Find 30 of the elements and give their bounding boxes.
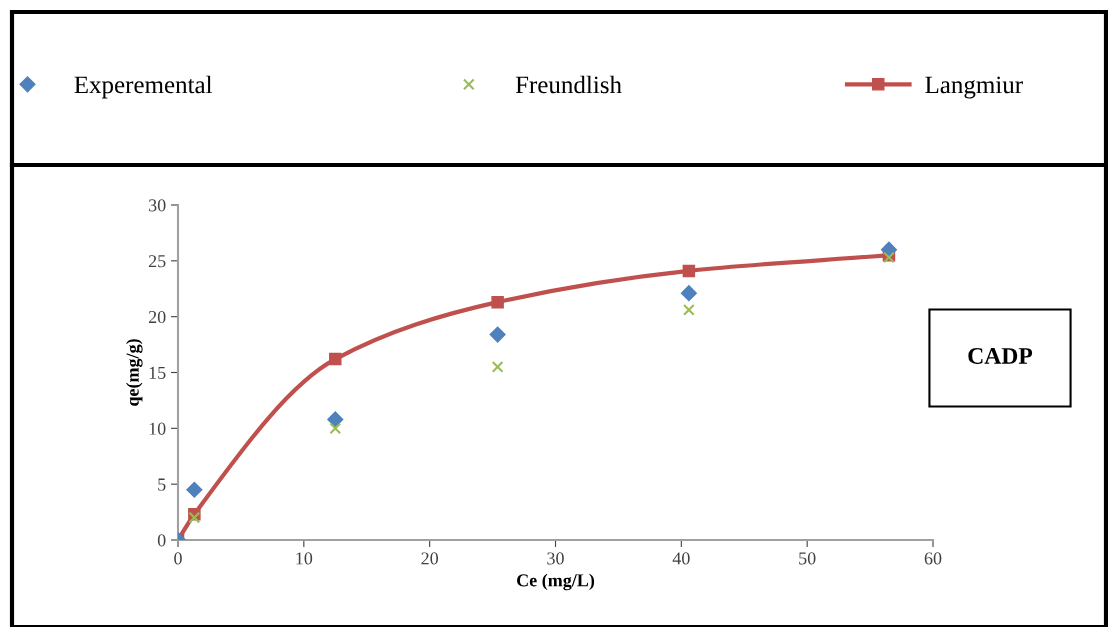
- point: [329, 352, 342, 366]
- y-tick-label: 0: [157, 534, 166, 547]
- y-tick-label: 20: [148, 310, 166, 324]
- x-axis-title: Ce (mg/L): [517, 573, 595, 591]
- y-tick-label: 30: [149, 199, 166, 212]
- point: [491, 361, 504, 373]
- y-axis-title: qe(mg/g): [126, 339, 143, 406]
- x-tick-label: 30: [547, 552, 564, 565]
- point: [680, 285, 697, 302]
- x-tick-label: 20: [421, 552, 439, 565]
- y-tick-label: 5: [158, 478, 166, 491]
- point: [682, 264, 696, 278]
- point: [489, 326, 506, 343]
- point: [491, 295, 504, 309]
- x-tick-label: 0: [174, 552, 182, 565]
- point: [329, 422, 342, 435]
- point: [186, 481, 203, 498]
- point: [327, 411, 344, 428]
- y-tick-label: 10: [149, 422, 166, 435]
- legend-label: Langmiur: [925, 76, 1023, 99]
- point: [682, 304, 695, 316]
- x-tick-label: 60: [924, 552, 942, 565]
- x-tick-label: 50: [799, 552, 816, 565]
- x-tick-label: 40: [672, 552, 690, 565]
- legend-label: Experemental: [74, 75, 213, 99]
- text: CADP: [968, 348, 1033, 364]
- y-tick-label: 25: [148, 255, 166, 268]
- legend-label: Freundlish: [515, 75, 622, 94]
- y-tick-label: 15: [149, 366, 166, 379]
- x-tick-label: 10: [296, 552, 313, 565]
